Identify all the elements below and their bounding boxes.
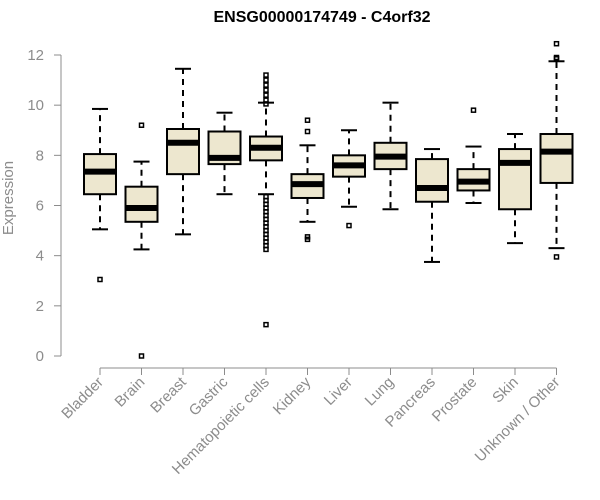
y-axis: 0 2 4 6 8 10 12 (27, 47, 62, 365)
box-group (415, 148, 449, 263)
box-group (539, 40, 574, 260)
box-group (332, 129, 366, 229)
outlier-point (553, 254, 560, 260)
box-group (456, 107, 491, 204)
outlier-point (553, 56, 560, 62)
outlier-point (97, 276, 103, 283)
iqr-box (415, 158, 449, 203)
x-tick-label: Skin (489, 374, 522, 407)
y-axis-label: Expression (0, 161, 17, 235)
y-tick-label: 0 (36, 348, 44, 365)
x-tick-label: Breast (147, 373, 190, 416)
outlier-point (263, 246, 269, 253)
iqr-box (539, 133, 574, 184)
outlier-point (263, 72, 269, 78)
x-tick-label: Lung (362, 374, 398, 410)
outlier-point (470, 107, 477, 113)
outlier-point (346, 222, 352, 229)
outlier-point (263, 82, 269, 88)
box-group (290, 117, 325, 243)
box-group (83, 107, 117, 283)
iqr-box (166, 127, 200, 176)
y-tick-label: 6 (36, 198, 44, 215)
box-group (373, 101, 408, 211)
outlier-point (263, 92, 269, 98)
x-tick-label: Prostate (429, 374, 481, 426)
x-tick-label: Kidney (270, 373, 315, 418)
outlier-point (263, 77, 269, 83)
box-group (249, 72, 283, 328)
outlier-point (263, 321, 269, 328)
y-tick-label: 2 (36, 298, 44, 315)
y-tick-label: 8 (36, 147, 44, 164)
box-group (124, 122, 159, 359)
outlier-point (263, 87, 269, 93)
x-tick-label: Bladder (58, 374, 107, 423)
box-group (207, 111, 242, 196)
outlier-point (304, 128, 311, 135)
outlier-point (138, 353, 145, 359)
x-tick-label: Liver (321, 374, 356, 409)
box-group (498, 133, 532, 245)
iqr-box (124, 185, 159, 223)
y-tick-label: 12 (27, 47, 44, 64)
outlier-point (263, 101, 269, 107)
outlier-point (553, 40, 560, 47)
y-tick-label: 4 (36, 248, 44, 265)
y-tick-label: 10 (27, 97, 44, 114)
x-tick-label: Brain (112, 374, 149, 411)
box-group (166, 67, 200, 236)
chart-title: ENSG00000174749 - C4orf32 (213, 9, 430, 26)
outlier-point (304, 117, 311, 123)
outlier-point (304, 236, 311, 243)
plot-area (83, 40, 574, 359)
iqr-box (498, 148, 532, 211)
outlier-point (138, 122, 145, 128)
